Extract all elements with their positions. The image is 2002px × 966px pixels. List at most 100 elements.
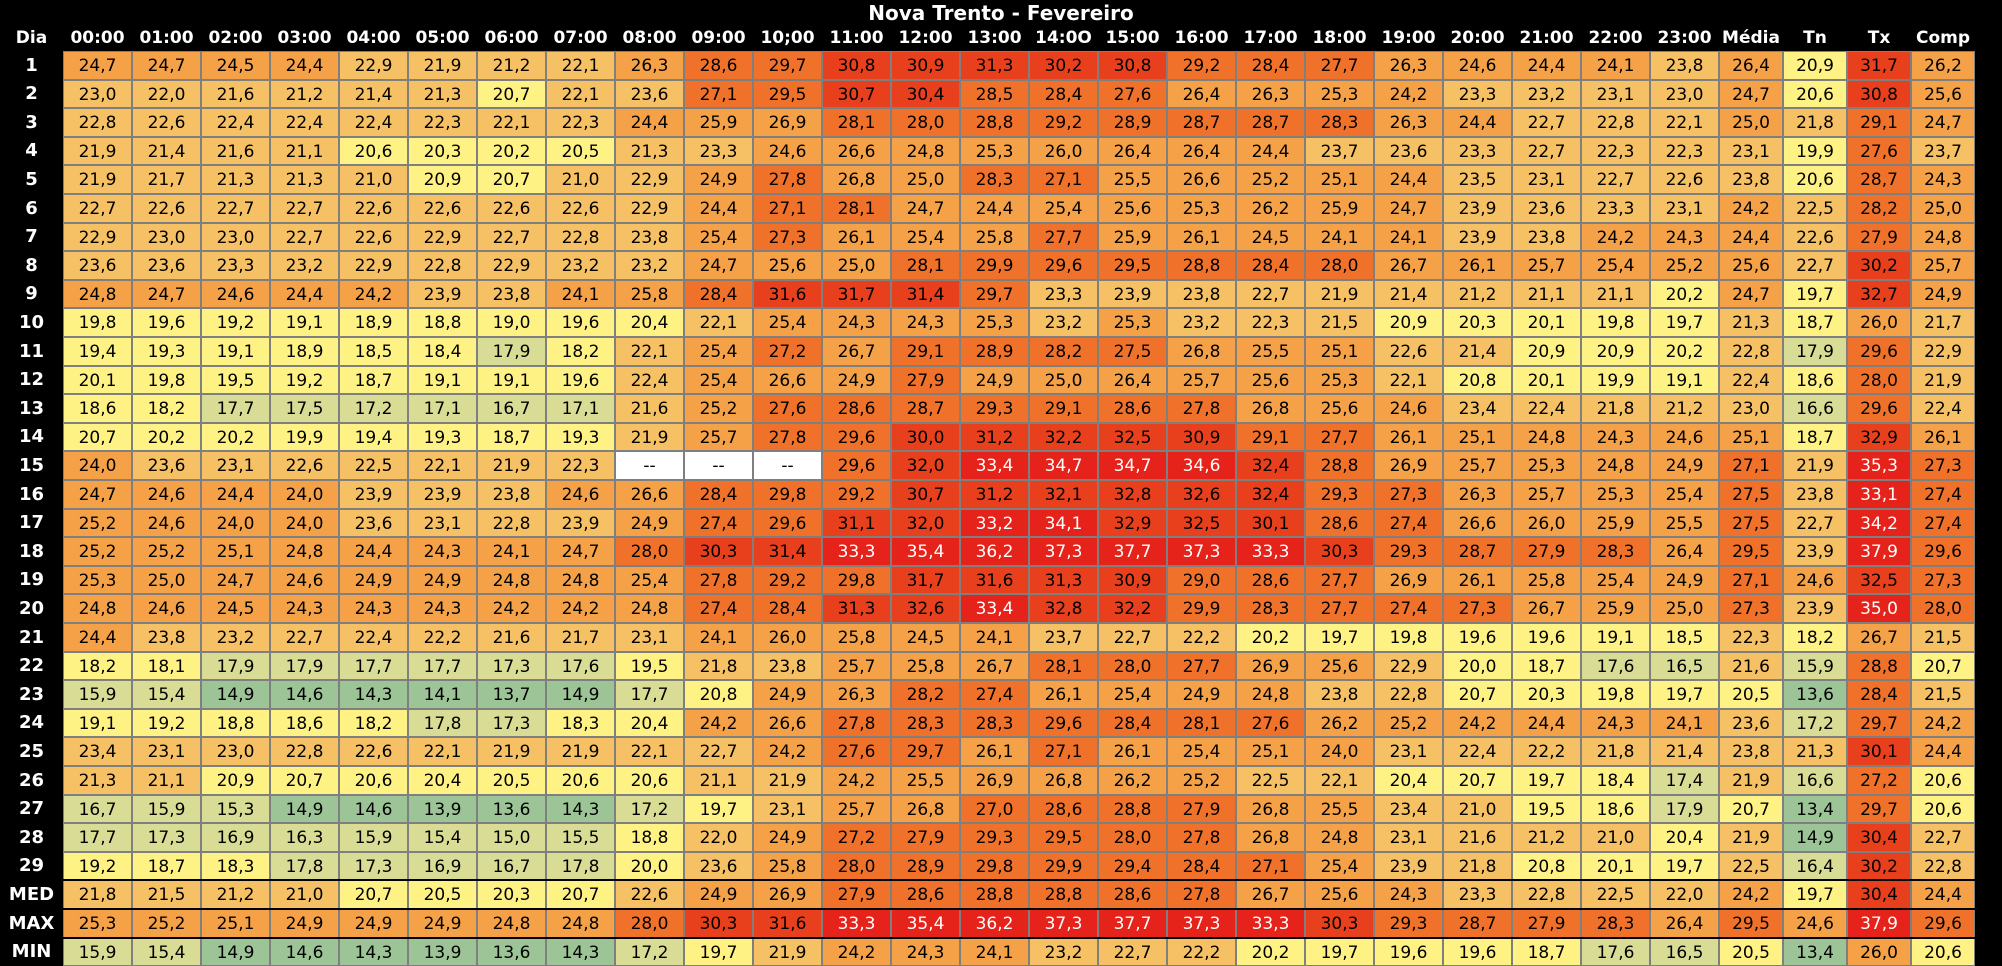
heatmap-cell: 17,5 [270,394,339,423]
heatmap-cell: 21,0 [270,880,339,909]
summary-separator [0,908,2002,910]
heatmap-cell: 28,1 [1167,709,1236,737]
heatmap-cell: 20,2 [477,137,546,165]
heatmap-cell: 16,5 [1650,938,1719,966]
heatmap-cell: 27,3 [1911,566,1975,594]
heatmap-cell: 27,3 [1719,594,1783,623]
heatmap-cell: 15,0 [477,823,546,852]
heatmap-cell: 20,6 [339,137,408,165]
heatmap-cell: 25,0 [132,566,201,594]
heatmap-cell: 30,2 [1029,51,1098,80]
heatmap-cell: 17,7 [63,823,132,852]
heatmap-cell: 26,1 [1029,680,1098,709]
day-label: 24 [18,712,45,733]
heatmap-cell: 26,1 [1911,423,1975,451]
heatmap-cell: 17,6 [546,652,615,680]
heatmap-cell: 21,1 [132,766,201,795]
heatmap-cell: 25,1 [1236,737,1305,766]
heatmap-cell: 25,7 [822,652,891,680]
day-label: 16 [18,484,45,505]
heatmap-cell: 20,9 [1581,337,1650,366]
heatmap-cell: 28,2 [1029,337,1098,366]
heatmap-cell: 14,6 [270,680,339,709]
heatmap-cell: 22,7 [684,737,753,766]
heatmap-cell: 24,2 [477,594,546,623]
heatmap-cell: 22,6 [546,194,615,223]
heatmap-cell: 23,3 [201,251,270,280]
heatmap-cell: 20,3 [408,137,477,165]
heatmap-cell: 22,2 [408,623,477,652]
heatmap-cell: 27,1 [753,194,822,223]
heatmap-cell: 15,3 [201,795,270,823]
heatmap-cell: 29,7 [1847,795,1911,823]
heatmap-cell: 29,1 [1236,423,1305,451]
heatmap-cell: 24,8 [477,566,546,594]
heatmap-cell: 37,7 [1098,909,1167,938]
heatmap-cell: 29,5 [1719,537,1783,566]
heatmap-cell: 19,4 [339,423,408,451]
heatmap-cell: 27,1 [1719,451,1783,480]
heatmap-cell: 21,8 [63,880,132,909]
heatmap-cell: 24,8 [477,909,546,938]
heatmap-cell: 24,9 [1650,451,1719,480]
heatmap-cell: 21,6 [615,394,684,423]
heatmap-cell: 21,0 [339,165,408,194]
heatmap-cell: 19,1 [408,366,477,394]
heatmap-cell: 27,4 [960,680,1029,709]
summary-separator [0,937,2002,939]
heatmap-cell: 24,3 [822,308,891,337]
heatmap-cell: 21,9 [63,165,132,194]
heatmap-cell: 24,4 [339,537,408,566]
column-header: 19:00 [1381,28,1436,48]
heatmap-cell: 27,7 [1305,566,1374,594]
heatmap-cell: 15,5 [546,823,615,852]
day-label: 20 [18,598,45,619]
heatmap-cell: 21,9 [408,51,477,80]
heatmap-cell: 23,9 [1098,280,1167,308]
heatmap-cell: 24,4 [960,194,1029,223]
heatmap-cell: 26,8 [891,795,960,823]
heatmap-cell: 27,4 [684,509,753,537]
heatmap-cell: 17,3 [477,709,546,737]
heatmap-cell: 29,8 [822,566,891,594]
heatmap-cell: 23,9 [408,280,477,308]
heatmap-cell: 25,7 [1911,251,1975,280]
heatmap-cell: 28,0 [1098,823,1167,852]
column-header: 10;00 [760,28,815,48]
heatmap-cell: 22,1 [1374,366,1443,394]
heatmap-cell: 20,7 [477,165,546,194]
heatmap-cell: 22,5 [1719,852,1783,880]
heatmap-cell: 28,6 [1098,880,1167,909]
heatmap-cell: 24,5 [891,623,960,652]
heatmap-cell: 22,7 [1512,108,1581,137]
heatmap-cell: 28,6 [684,51,753,80]
heatmap-cell: 27,8 [684,566,753,594]
heatmap-cell: 15,9 [63,938,132,966]
heatmap-cell: 23,8 [1512,223,1581,251]
heatmap-cell: 30,0 [891,423,960,451]
heatmap-cell: 27,6 [1098,80,1167,108]
heatmap-cell: 24,8 [1911,223,1975,251]
heatmap-cell: 18,7 [1512,938,1581,966]
heatmap-cell: 21,3 [201,165,270,194]
heatmap-cell: 25,4 [1029,194,1098,223]
heatmap-cell: 31,6 [753,909,822,938]
heatmap-cell: 18,7 [1783,308,1847,337]
heatmap-cell: 25,4 [753,308,822,337]
temperature-heatmap: Nova Trento - Fevereiro Dia 00:00 01:00 02:… [8,1,1975,966]
heatmap-cell: 22,6 [1783,223,1847,251]
heatmap-cell: 27,0 [960,795,1029,823]
heatmap-cell: 25,0 [891,165,960,194]
heatmap-cell: 21,1 [270,137,339,165]
heatmap-cell: 25,4 [1581,566,1650,594]
heatmap-cell: 29,7 [891,737,960,766]
heatmap-cell: 19,6 [1512,623,1581,652]
heatmap-cell: 17,4 [1650,766,1719,795]
heatmap-cell: 20,7 [1719,795,1783,823]
heatmap-cell: 19,1 [201,337,270,366]
heatmap-cell: 26,0 [1847,308,1911,337]
heatmap-cell: 25,5 [1236,337,1305,366]
heatmap-cell: 22,6 [408,194,477,223]
heatmap-cell: 19,2 [132,709,201,737]
heatmap-cell: 28,8 [960,880,1029,909]
